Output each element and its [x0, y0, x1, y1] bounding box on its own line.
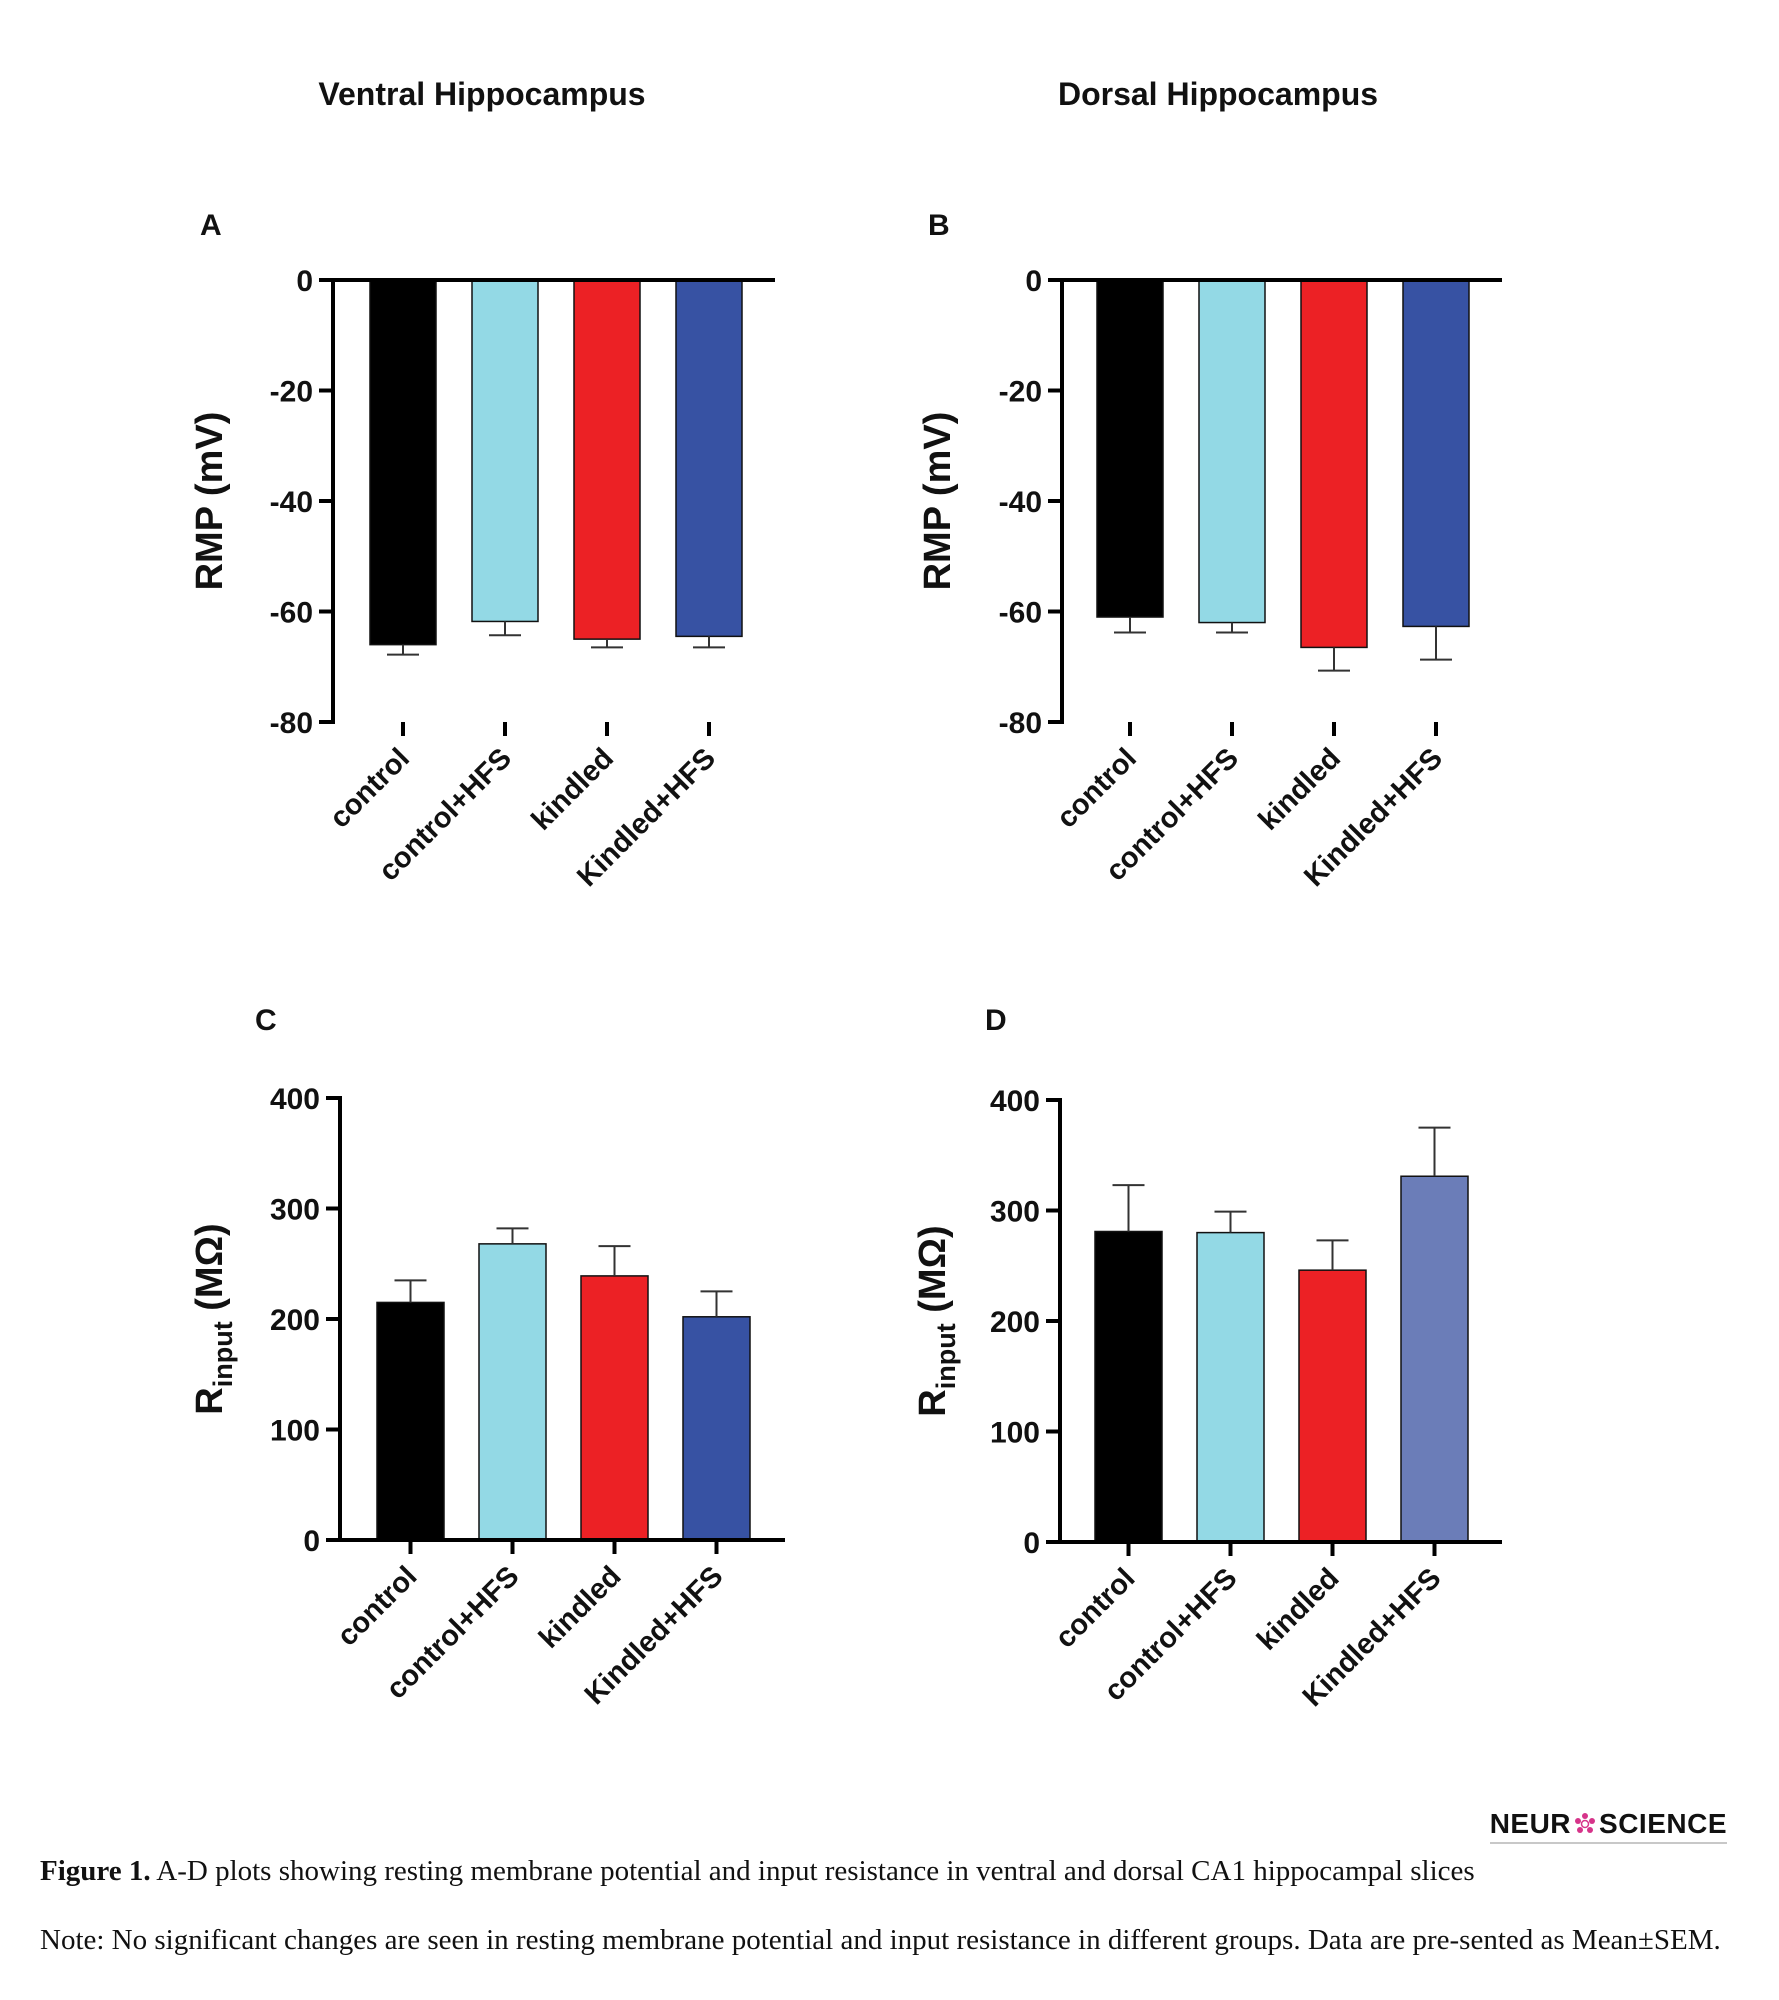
bar-control	[1094, 1230, 1163, 1543]
y-tick-label: -80	[999, 707, 1042, 740]
y-axis-label: Rinput (MΩ)	[189, 1223, 238, 1414]
logo-dot	[1577, 1827, 1584, 1833]
panel-label: B	[928, 209, 950, 242]
y-tick-label: -40	[999, 486, 1042, 519]
logo-dot	[1589, 1818, 1596, 1824]
logo-text-start: NEUR	[1489, 1808, 1572, 1839]
bar-control	[1096, 279, 1164, 618]
x-tick-label: kindled	[1251, 1562, 1345, 1656]
y-tick-label: 0	[1025, 265, 1042, 298]
y-tick-label: 0	[296, 265, 313, 298]
y-tick-label: 300	[990, 1196, 1040, 1229]
bar-control-plus-hfs	[471, 279, 539, 623]
y-tick-label: 400	[270, 1083, 320, 1116]
panel-label: A	[200, 209, 222, 242]
y-tick-label: -80	[270, 707, 313, 740]
bar-kindled	[1298, 1269, 1367, 1543]
neuron-logo-icon	[1575, 1813, 1596, 1833]
logo-dot	[1587, 1827, 1594, 1833]
x-tick-label: control	[324, 742, 416, 834]
y-axis-label-main: R	[189, 1387, 231, 1414]
bar-kindled	[580, 1275, 649, 1541]
bar-control	[369, 279, 437, 646]
logo-center	[1580, 1819, 1590, 1829]
y-axis-label-subscript: input	[931, 1323, 961, 1389]
y-tick-label: -60	[270, 597, 313, 630]
y-tick-label: -40	[270, 486, 313, 519]
y-axis-label: Rinput (MΩ)	[912, 1225, 961, 1416]
logo-text-end: SCIENCE	[1599, 1808, 1727, 1839]
y-axis-label: RMP (mV)	[189, 412, 231, 591]
panel-label: D	[985, 1004, 1007, 1037]
y-tick-label: 300	[270, 1194, 320, 1227]
heading-dorsal: Dorsal Hippocampus	[1058, 76, 1378, 112]
y-tick-label: 0	[1023, 1527, 1040, 1560]
bar-kindled-plus-hfs	[1402, 279, 1470, 628]
x-tick-label: kindled	[1253, 742, 1347, 836]
bar-control-plus-hfs	[1196, 1231, 1265, 1543]
x-tick-label: kindled	[533, 1560, 627, 1654]
x-tick-label: control	[331, 1560, 423, 1652]
y-tick-label: 200	[990, 1306, 1040, 1339]
x-tick-label: control	[1051, 742, 1143, 834]
caption-note: Note: No significant changes are seen in…	[40, 1924, 1721, 1956]
y-tick-label: 100	[990, 1417, 1040, 1450]
bar-kindled-plus-hfs	[675, 279, 743, 638]
caption-title: A-D plots showing resting membrane poten…	[150, 1855, 1475, 1887]
y-axis-label: RMP (mV)	[917, 412, 959, 591]
figure-caption: Figure 1. A-D plots showing resting memb…	[40, 1855, 1740, 1888]
y-axis-label-main: R	[912, 1389, 954, 1416]
y-tick-label: -20	[999, 376, 1042, 409]
heading-ventral: Ventral Hippocampus	[318, 76, 645, 112]
logo-dot	[1575, 1818, 1582, 1824]
journal-logo: NEUR SCIENCE	[1489, 1808, 1727, 1844]
caption-label: Figure 1.	[40, 1855, 151, 1887]
y-tick-label: 0	[303, 1525, 320, 1558]
y-tick-label: 400	[990, 1085, 1040, 1118]
y-axis-label-unit: (MΩ)	[912, 1225, 954, 1323]
y-tick-label: -20	[270, 376, 313, 409]
bar-control	[376, 1301, 445, 1541]
y-axis-label-subscript: input	[208, 1321, 238, 1387]
bar-kindled	[573, 279, 641, 640]
y-tick-label: 100	[270, 1415, 320, 1448]
bar-kindled-plus-hfs	[1400, 1175, 1469, 1543]
logo-dot	[1582, 1813, 1589, 1819]
x-tick-label: control	[1049, 1562, 1141, 1654]
bar-control-plus-hfs	[1198, 279, 1266, 624]
x-tick-label: kindled	[526, 742, 620, 836]
bar-kindled-plus-hfs	[682, 1316, 751, 1541]
panel-label: C	[255, 1004, 277, 1037]
y-axis-label-unit: (MΩ)	[189, 1223, 231, 1321]
bar-control-plus-hfs	[478, 1243, 547, 1541]
y-tick-label: -60	[999, 597, 1042, 630]
y-tick-label: 200	[270, 1304, 320, 1337]
bar-kindled	[1300, 279, 1368, 649]
